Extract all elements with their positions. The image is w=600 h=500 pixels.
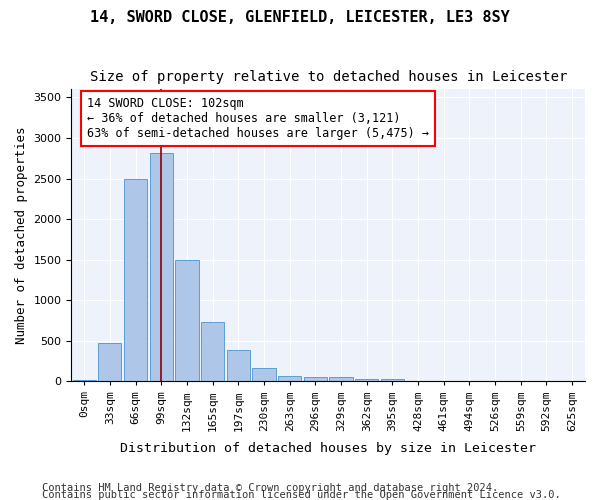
Bar [73,380,96,382]
Title: Size of property relative to detached houses in Leicester: Size of property relative to detached ho… [89,70,567,84]
Text: Contains public sector information licensed under the Open Government Licence v3: Contains public sector information licen… [42,490,561,500]
Bar [175,260,199,382]
Text: 14, SWORD CLOSE, GLENFIELD, LEICESTER, LE3 8SY: 14, SWORD CLOSE, GLENFIELD, LEICESTER, L… [90,10,510,25]
Bar [381,380,404,382]
Bar [304,378,327,382]
Y-axis label: Number of detached properties: Number of detached properties [15,126,28,344]
Bar [278,376,301,382]
Bar [201,322,224,382]
Bar [329,377,353,382]
Text: 14 SWORD CLOSE: 102sqm
← 36% of detached houses are smaller (3,121)
63% of semi-: 14 SWORD CLOSE: 102sqm ← 36% of detached… [87,96,429,140]
Bar [227,350,250,382]
Bar [355,379,378,382]
Bar [124,178,147,382]
Text: Contains HM Land Registry data © Crown copyright and database right 2024.: Contains HM Land Registry data © Crown c… [42,483,498,493]
Bar [98,343,121,382]
Bar [150,152,173,382]
Bar [253,368,275,382]
X-axis label: Distribution of detached houses by size in Leicester: Distribution of detached houses by size … [120,442,536,455]
